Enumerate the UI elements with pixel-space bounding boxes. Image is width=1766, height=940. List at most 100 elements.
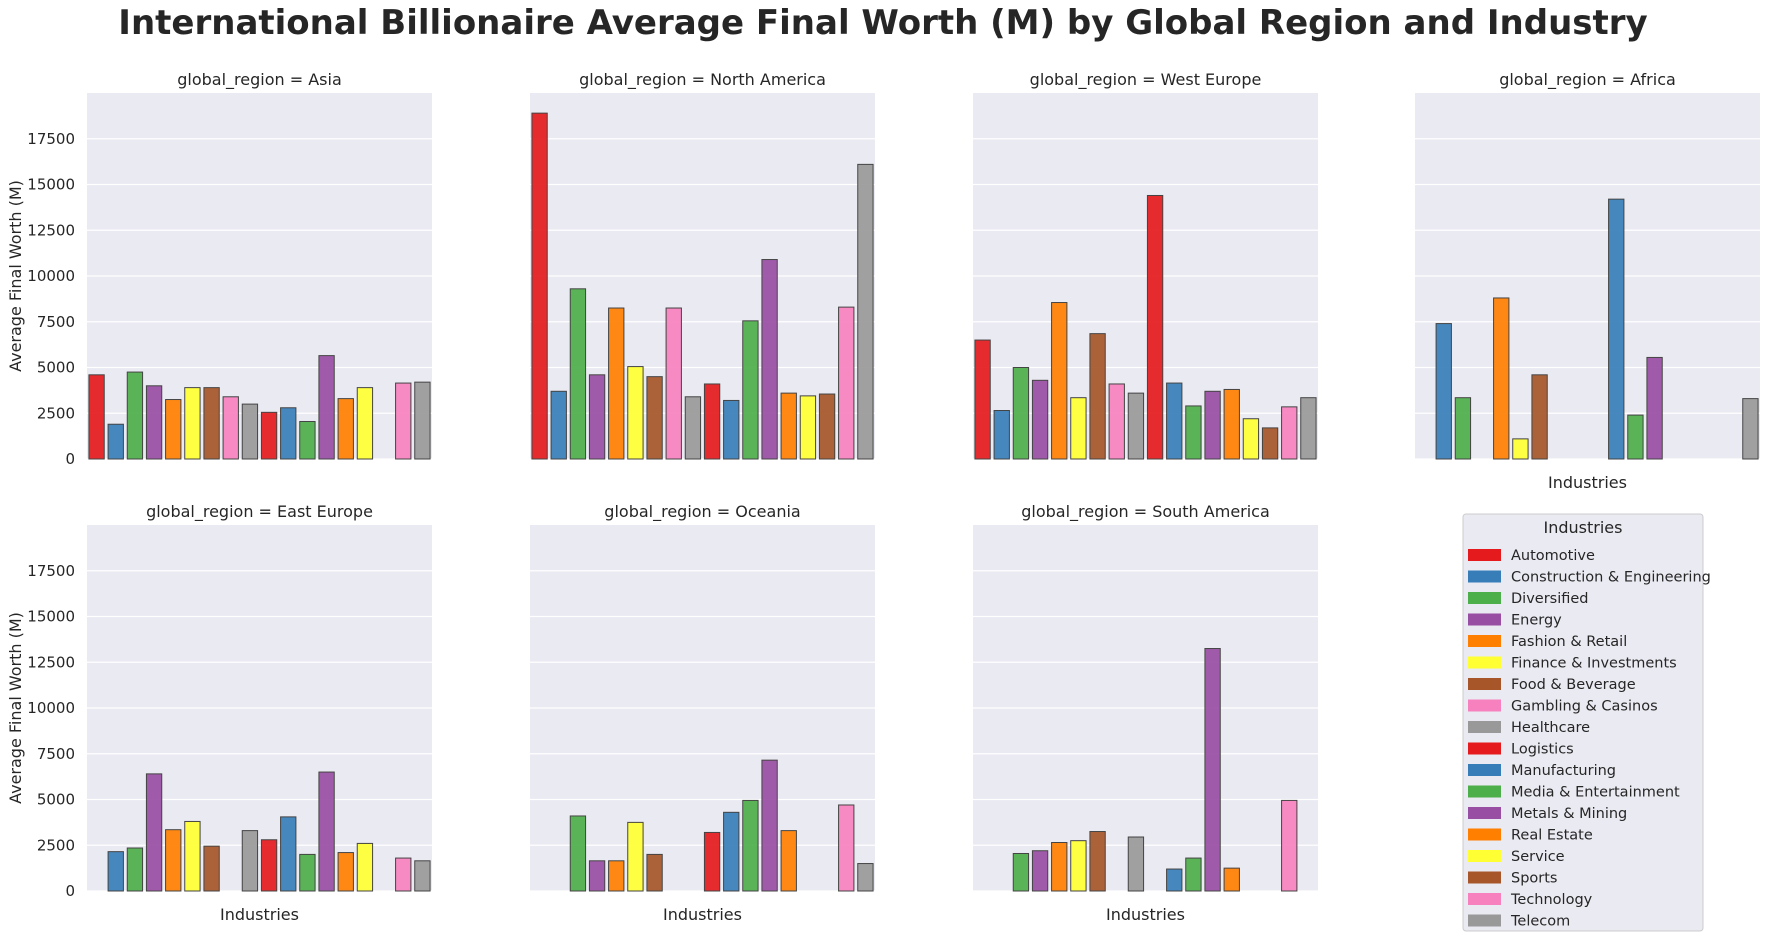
legend-swatch [1468, 549, 1501, 561]
legend-label: Energy [1511, 613, 1562, 629]
bar [1223, 867, 1240, 892]
bar [1089, 333, 1106, 460]
panel-title: global_region = East Europe [146, 502, 373, 522]
bar [1185, 405, 1202, 460]
legend-label: Gambling & Casinos [1511, 699, 1658, 715]
legend-label: Media & Entertainment [1511, 785, 1680, 801]
panel: 0 2500 5000 7500 10000 12500 15000 17500 global_… [6, 502, 432, 924]
bar [684, 396, 702, 460]
bar [260, 411, 278, 460]
bar [588, 374, 606, 460]
legend-label: Technology [1510, 892, 1593, 908]
bar [299, 853, 316, 892]
legend-swatch [1468, 656, 1501, 669]
bar [241, 830, 259, 892]
legend-swatch [1468, 850, 1501, 862]
bar [414, 860, 431, 892]
bar [531, 112, 548, 460]
bar [280, 816, 297, 892]
legend-label: Food & Beverage [1511, 677, 1636, 693]
legend-swatch [1468, 570, 1501, 583]
panel: 0 2500 5000 7500 10000 12500 15000 17500 global_… [6, 70, 432, 468]
bar [1281, 406, 1298, 460]
y-tick-label: 12500 [27, 653, 75, 671]
bar [395, 382, 412, 460]
legend-label: Real Estate [1511, 828, 1593, 844]
panels: 0 2500 5000 7500 10000 12500 15000 17500 global_… [6, 70, 1760, 924]
y-tick-label: 5000 [37, 359, 75, 377]
bar [1742, 398, 1759, 460]
bar [1146, 194, 1164, 460]
panel-title: global_region = Asia [177, 70, 342, 90]
panel: global_region = Africa Industries [1415, 70, 1760, 492]
panel: global_region = Oceania Industries [530, 502, 875, 924]
bar [857, 863, 874, 892]
bar [742, 799, 759, 892]
bar [761, 759, 778, 892]
bar [588, 860, 606, 892]
legend-label: Logistics [1511, 742, 1574, 758]
y-tick-label: 5000 [37, 791, 75, 809]
panel: global_region = West Europe [973, 70, 1318, 460]
bar [550, 390, 567, 460]
bar [145, 385, 163, 460]
bar [1051, 842, 1068, 892]
panel-title: global_region = Oceania [604, 502, 800, 522]
legend-swatch [1468, 828, 1501, 841]
legend-label: Finance & Investments [1511, 656, 1677, 672]
bar [1108, 383, 1125, 460]
bar [107, 423, 124, 460]
bar [88, 374, 105, 460]
bar [838, 306, 855, 460]
bar [723, 811, 740, 892]
bar [1070, 397, 1087, 460]
bar [222, 396, 239, 460]
bar [1166, 382, 1183, 460]
bar [1185, 857, 1202, 892]
bar [165, 399, 182, 460]
bar [184, 820, 201, 892]
bar [1127, 836, 1145, 892]
bar [799, 395, 817, 460]
legend-frame [1462, 513, 1704, 932]
bar [1204, 390, 1221, 460]
bar [280, 407, 297, 460]
panel-title: global_region = North America [579, 70, 826, 90]
bar [1012, 852, 1030, 892]
chart-title: International Billionaire Average Final … [118, 3, 1647, 43]
bar [1608, 198, 1625, 460]
bar [1166, 868, 1183, 892]
bar [780, 830, 797, 892]
bar [780, 392, 797, 460]
bar [1242, 418, 1260, 460]
legend-swatch [1468, 592, 1501, 604]
bar [1512, 438, 1529, 460]
y-tick-label: 12500 [27, 221, 75, 239]
y-tick-label: 0 [65, 882, 75, 900]
bar [1012, 367, 1030, 460]
legend-label: Diversified [1511, 591, 1589, 607]
legend: Industries Automotive Construction & Engin… [1462, 513, 1711, 932]
bar [1627, 414, 1644, 460]
legend-swatch [1468, 742, 1501, 755]
bar [107, 851, 124, 892]
bar [1281, 799, 1298, 892]
bar [1031, 850, 1049, 892]
y-tick-label: 15000 [27, 176, 75, 194]
legend-label: Manufacturing [1511, 763, 1616, 779]
legend-swatch [1468, 635, 1501, 647]
bar [627, 366, 644, 460]
panel-title: global_region = Africa [1499, 70, 1676, 90]
legend-swatch [1468, 764, 1501, 776]
bar [299, 420, 316, 460]
bar [1031, 379, 1049, 460]
bar [1300, 397, 1317, 460]
panel: global_region = North America [530, 70, 875, 460]
bar [414, 381, 431, 460]
panel: global_region = South America Industries [973, 502, 1318, 924]
y-tick-label: 10000 [27, 699, 75, 717]
y-tick-label: 2500 [37, 404, 75, 422]
bar [1070, 840, 1087, 892]
bar [126, 371, 144, 460]
